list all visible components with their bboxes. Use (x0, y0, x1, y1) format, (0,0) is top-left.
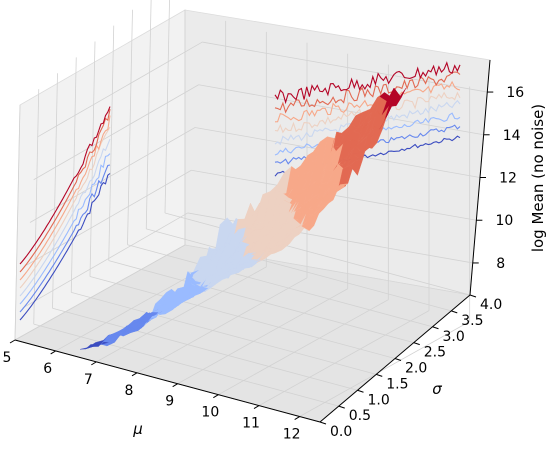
projection-left-line-1 (19, 164, 111, 313)
projection-back-line-5 (274, 80, 461, 123)
x-tick-mark-5 (213, 394, 219, 399)
grid-line-z-3 (198, 84, 484, 136)
y-tick-mark-0 (319, 421, 327, 425)
projection-mu-plane (19, 106, 111, 321)
grid-line-z-left-0 (22, 212, 188, 309)
grid-line-sigma-3 (71, 291, 377, 375)
y-tick-mark-1 (338, 405, 345, 409)
x-tick-mark-0 (9, 339, 16, 344)
y-tick-label-5: 2.5 (424, 345, 446, 361)
y-tick-mark-3 (376, 373, 383, 377)
y-tick-mark-4 (394, 358, 402, 361)
y-tick-mark-8 (469, 294, 477, 298)
y-tick-label-6: 3.0 (443, 329, 465, 345)
y-tick-mark-5 (413, 342, 420, 346)
grid-line-sigma-left-0 (14, 104, 21, 341)
projection-left-line-5 (19, 115, 111, 281)
projection-left-line-2 (19, 153, 111, 305)
surface-cell-0-25 (272, 243, 285, 254)
projection-back-line-6 (274, 71, 461, 114)
x-tick-label-3: 8 (125, 383, 134, 399)
grid-line-sigma-left-7 (145, 0, 152, 229)
y-tick-label-3: 1.5 (386, 376, 408, 392)
y-tick-label-0: 0.0 (330, 424, 352, 440)
grid-line-sigma-2 (52, 307, 358, 391)
y-tick-label-4: 2.0 (405, 361, 427, 377)
grid-line-sigma-8 (164, 212, 471, 296)
x-tick-mark-6 (253, 405, 260, 410)
z-axis-title: log Mean (no noise) (529, 104, 547, 252)
grid-line-sigma-left-6 (127, 9, 133, 245)
grid-line-sigma-left-5 (108, 25, 115, 261)
grid-line-sigma-1 (33, 323, 339, 407)
grid-line-sigma-5 (108, 260, 414, 344)
grid-line-z-left-2 (29, 127, 196, 223)
grid-line-z-left-4 (37, 41, 203, 138)
x-axis-line (14, 339, 321, 423)
z-tick-label-0: 8 (496, 256, 505, 272)
x-tick-label-4: 9 (165, 394, 174, 410)
y-tick-label-1: 0.5 (349, 408, 371, 424)
grid-line-z-left-1 (26, 169, 192, 266)
grid-line-sigma-left-8 (164, 0, 170, 214)
x-tick-mark-4 (172, 383, 178, 388)
x-tick-mark-7 (294, 416, 300, 420)
grid-line-sigma-left-4 (89, 41, 96, 277)
projection-left-line-0 (19, 173, 111, 321)
projection-left-line-7 (19, 106, 111, 265)
projection-back-line-7 (274, 61, 461, 105)
x-tick-label-6: 11 (242, 416, 260, 432)
x-tick-label-1: 6 (43, 361, 52, 377)
grid-line-sigma-left-3 (70, 57, 77, 293)
grid-line-z-4 (202, 41, 488, 93)
grid-line-sigma-left-2 (52, 73, 58, 309)
y-tick-mark-7 (451, 310, 458, 314)
grid-line-z-left-3 (33, 84, 199, 181)
y-tick-mark-2 (357, 389, 364, 393)
projection-left-line-6 (19, 108, 111, 273)
x-tick-mark-1 (50, 350, 56, 355)
z-tick-label-3: 14 (503, 128, 521, 144)
grid-line-mu-2 (96, 266, 267, 363)
x-tick-mark-3 (131, 372, 138, 377)
y-tick-label-8: 4.0 (480, 297, 502, 313)
x-tick-label-7: 12 (283, 427, 301, 443)
z-tick-label-1: 10 (495, 213, 513, 229)
tick-marks: 5 6 7 8 9 10 11 12 0.00.51.01.52.02.53.03.54.0 8 1… (3, 85, 525, 442)
y-axis-title: σ (432, 380, 442, 398)
y-tick-label-7: 3.5 (461, 313, 483, 329)
y-tick-mark-6 (432, 326, 439, 330)
x-tick-label-2: 7 (84, 372, 93, 388)
grid-line-mu-5 (218, 299, 389, 396)
grid-line-mu-4 (177, 288, 348, 385)
grid-line-mu-0 (14, 244, 186, 341)
grid-line-mu-6 (258, 310, 430, 406)
surface (79, 87, 407, 350)
grid-line-sigma-6 (127, 244, 433, 328)
z-tick-label-2: 12 (499, 171, 517, 187)
projection-left-line-3 (19, 138, 111, 297)
grid-line-sigma-4 (89, 276, 396, 359)
z-tick-label-4: 16 (506, 85, 524, 101)
grid-line-sigma-7 (146, 228, 452, 312)
y-tick-label-2: 1.0 (368, 392, 390, 408)
x-tick-mark-2 (91, 361, 97, 366)
projection-left-line-4 (19, 126, 111, 289)
x-tick-label-0: 5 (3, 350, 12, 366)
grid-line-mu-7 (299, 321, 470, 417)
grid-line-mu-3 (136, 277, 308, 374)
x-tick-label-5: 10 (201, 405, 219, 421)
x-axis-title: μ (132, 420, 143, 438)
